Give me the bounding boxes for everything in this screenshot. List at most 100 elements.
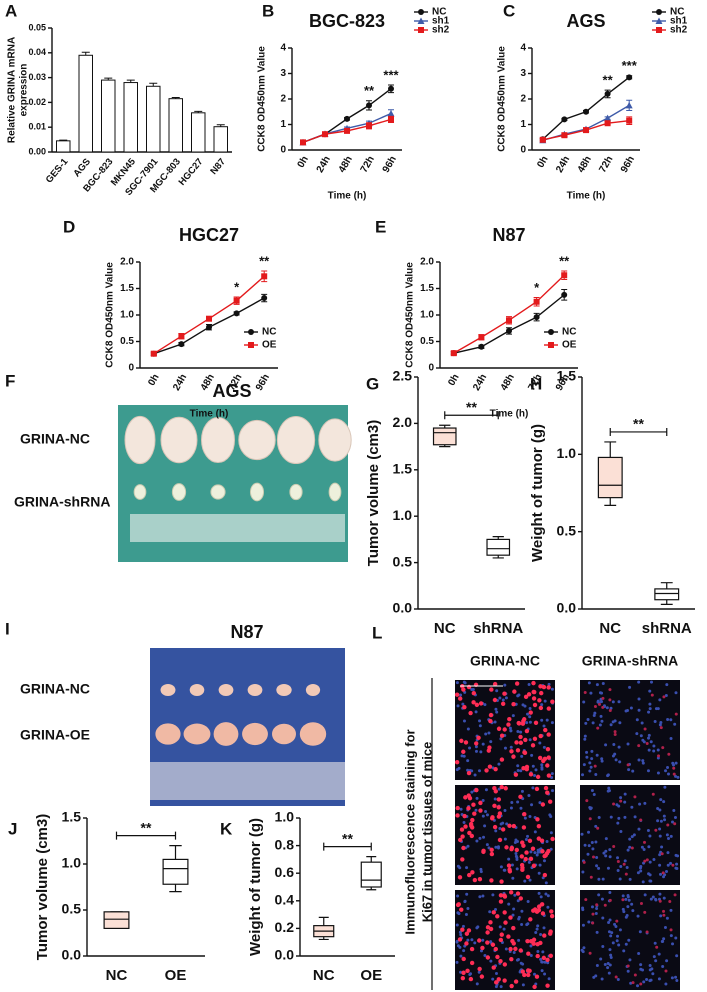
nucleus	[589, 691, 593, 695]
ki67-cell	[499, 733, 505, 738]
nucleus	[647, 736, 651, 740]
nucleus	[608, 890, 612, 894]
ki67-cell	[616, 860, 620, 864]
marker	[300, 139, 306, 146]
nucleus	[546, 905, 550, 909]
nucleus	[519, 769, 523, 773]
ki67-cell	[489, 878, 494, 883]
ki67-cell	[536, 904, 542, 909]
significance: ***	[622, 58, 638, 73]
ki67-cell	[471, 700, 476, 705]
nucleus	[662, 800, 666, 804]
nucleus	[664, 982, 668, 986]
y-tick-label: 0.04	[28, 47, 46, 57]
nucleus	[507, 902, 511, 906]
y-tick-label: 1.0	[62, 855, 82, 871]
ki67-cell	[591, 912, 595, 916]
y-axis-label: CCK8 OD450nm Value	[497, 46, 508, 152]
ki67-cell	[526, 692, 532, 697]
nucleus	[597, 866, 601, 870]
nucleus	[463, 899, 467, 903]
nucleus	[539, 932, 543, 936]
nucleus	[643, 893, 647, 897]
nucleus	[581, 950, 585, 954]
nucleus	[612, 742, 616, 746]
marker	[344, 127, 350, 134]
ki67-cell	[534, 974, 540, 979]
ki67-cell	[457, 875, 463, 880]
panel-letter: G	[366, 374, 379, 393]
nucleus	[479, 870, 483, 874]
nucleus	[535, 927, 539, 931]
ki67-cell	[461, 970, 466, 975]
ki67-cell	[485, 955, 491, 960]
nucleus	[475, 796, 479, 800]
bar	[78, 54, 93, 153]
ki67-cell	[468, 710, 473, 716]
ki67-cell	[633, 795, 637, 799]
nucleus	[529, 944, 533, 948]
legend-label: OE	[262, 340, 277, 351]
significance-bracket	[444, 411, 499, 420]
nucleus	[642, 847, 646, 851]
nucleus	[483, 954, 487, 958]
nucleus	[519, 806, 523, 810]
ki67-cell	[530, 846, 536, 851]
marker	[625, 101, 633, 109]
ki67-cell	[467, 872, 472, 878]
nucleus	[627, 898, 631, 902]
legend-label: sh1	[670, 16, 688, 27]
nucleus	[498, 696, 502, 700]
nucleus	[595, 856, 599, 860]
ki67-cell	[524, 766, 530, 772]
nucleus	[581, 870, 585, 874]
ki67-cell	[669, 928, 673, 932]
ki67-cell	[630, 846, 634, 850]
nucleus	[608, 963, 612, 967]
ki67-cell	[499, 879, 504, 884]
nucleus	[597, 815, 601, 819]
nucleus	[462, 754, 466, 758]
nucleus	[659, 819, 663, 823]
nucleus	[527, 860, 531, 864]
ki67-cell	[666, 823, 670, 827]
y-tick-label: 1	[520, 119, 526, 130]
nucleus	[673, 722, 677, 726]
ki67-cell	[536, 823, 542, 829]
ki67-cell	[478, 800, 483, 806]
nucleus	[515, 839, 519, 843]
marker	[178, 341, 185, 348]
tumor	[133, 484, 147, 500]
ki67-cell	[508, 915, 513, 920]
nucleus	[616, 821, 620, 825]
ki67-cell	[531, 937, 537, 942]
ki67-cell	[528, 856, 534, 862]
nucleus	[642, 980, 646, 984]
nucleus	[626, 905, 630, 909]
ki67-cell	[506, 722, 511, 727]
nucleus	[611, 941, 615, 945]
ki67-cell	[508, 946, 513, 952]
nucleus	[505, 822, 509, 826]
nucleus	[629, 981, 633, 985]
nucleus	[653, 719, 657, 723]
nucleus	[528, 720, 532, 724]
nucleus	[617, 816, 621, 820]
ki67-cell	[513, 946, 518, 952]
nucleus	[641, 738, 645, 742]
ki67-cell	[488, 712, 494, 718]
ki67-cell	[541, 758, 546, 764]
nucleus	[517, 938, 521, 942]
ki67-cell	[619, 799, 623, 803]
nucleus	[549, 831, 553, 835]
nucleus	[674, 975, 678, 979]
nucleus	[466, 938, 470, 942]
ki67-cell	[655, 945, 659, 949]
nucleus	[514, 851, 518, 855]
ki67-cell	[512, 689, 517, 694]
nucleus	[592, 792, 596, 796]
nucleus	[510, 801, 514, 805]
nucleus	[503, 746, 507, 750]
box	[162, 858, 189, 885]
